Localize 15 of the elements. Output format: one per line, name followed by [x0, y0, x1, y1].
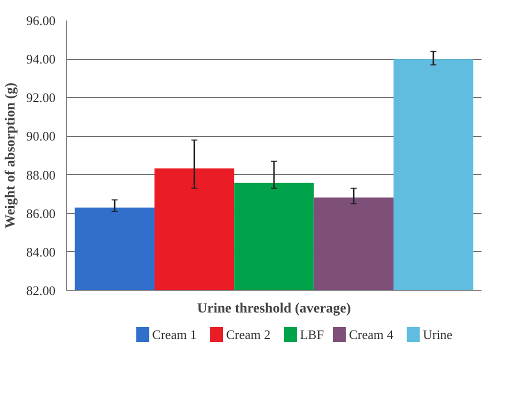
y-tick-label: 92.00 [26, 90, 56, 106]
y-tick-label: 96.00 [26, 13, 56, 28]
x-axis-title: Urine threshold (average) [197, 302, 352, 316]
y-tick-label: 88.00 [26, 167, 56, 182]
y-axis-title: Weight of absorption (g) [3, 82, 18, 228]
legend-label: Urine [422, 327, 453, 342]
legend-label: Cream 2 [226, 327, 270, 342]
y-tick-label: 90.00 [26, 128, 56, 144]
y-tick-label: 94.00 [26, 52, 56, 67]
y-tick-label: 84.00 [26, 244, 56, 260]
y-tick-label: 82.00 [26, 283, 56, 298]
y-tick-label: 86.00 [26, 206, 56, 221]
legend-label: Cream 4 [348, 327, 394, 342]
legend-label: LBF [300, 327, 324, 342]
legend-label: Cream 1 [152, 327, 197, 342]
